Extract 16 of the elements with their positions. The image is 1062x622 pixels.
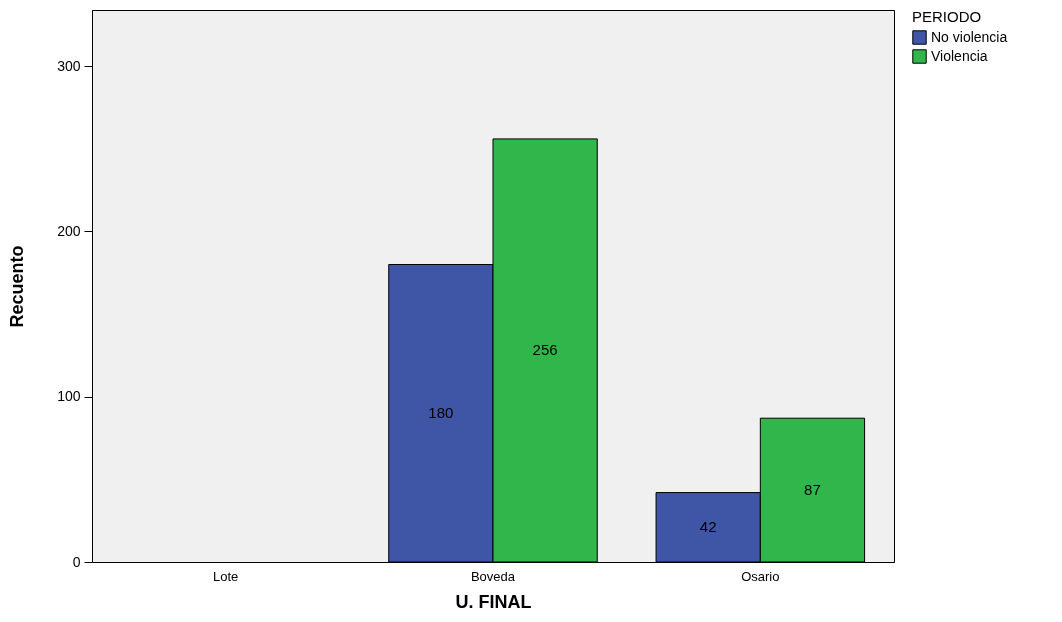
data-label: 256 xyxy=(532,341,558,359)
legend-label: No violencia xyxy=(931,28,1008,45)
x-axis-title: U. FINAL xyxy=(455,591,532,612)
data-label: 87 xyxy=(804,481,821,499)
data-label: 180 xyxy=(428,404,454,422)
y-tick-label: 300 xyxy=(57,57,81,74)
legend-title: PERIODO xyxy=(912,8,982,25)
y-tick-label: 0 xyxy=(72,553,81,570)
x-tick-label: Lote xyxy=(213,568,239,584)
y-axis-title: Recuento xyxy=(7,245,28,328)
x-tick-label: Osario xyxy=(741,568,780,584)
data-label: 42 xyxy=(699,518,717,536)
y-tick-label: 200 xyxy=(57,222,81,239)
x-tick-label: Boveda xyxy=(470,568,516,584)
legend-label: Violencia xyxy=(931,47,988,64)
y-tick-label: 100 xyxy=(57,388,81,405)
